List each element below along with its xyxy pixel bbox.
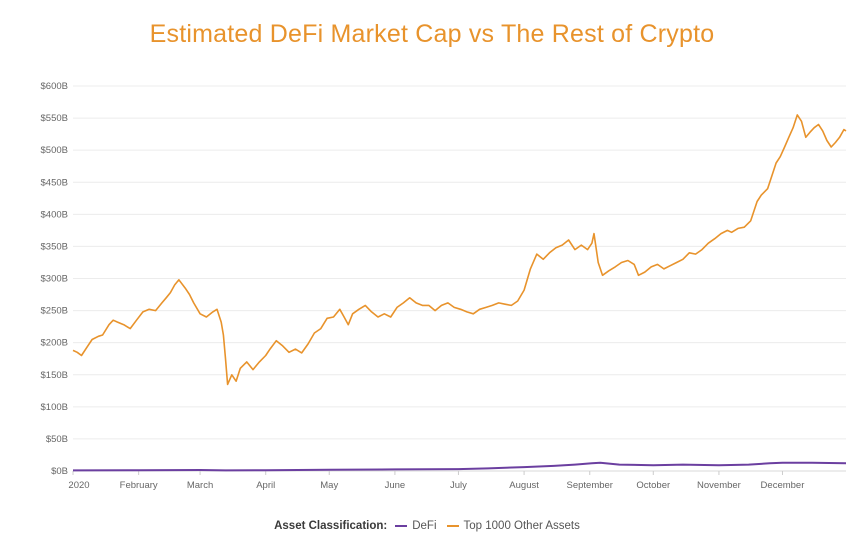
legend-item-other-assets: Top 1000 Other Assets (446, 520, 580, 532)
y-tick-label: $600B (41, 81, 68, 92)
y-axis-ticks: $0B $50B $100B $150B $200B $250B $300B $350B $40… (41, 81, 68, 477)
y-tick-label: $0B (51, 466, 68, 477)
grid-lines (73, 85, 846, 472)
y-tick-label: $450B (41, 177, 68, 188)
y-tick-label: $250B (41, 306, 68, 317)
legend-title: Asset Classification: (274, 520, 388, 532)
chart-title: Estimated DeFi Market Cap vs The Rest of… (149, 20, 715, 48)
legend-swatch-other-assets (446, 525, 459, 527)
x-tick-label: December (761, 480, 805, 491)
y-tick-label: $300B (41, 274, 68, 285)
x-tick-label: April (256, 480, 275, 491)
x-axis-ticks: 2020 February March April May June July August S… (68, 471, 804, 491)
x-tick-label: 2020 (68, 480, 89, 491)
x-tick-label: September (567, 480, 613, 491)
x-tick-label: March (187, 480, 213, 491)
x-tick-label: August (509, 480, 539, 491)
x-tick-label: February (120, 480, 158, 491)
legend-label-defi: DeFi (412, 520, 437, 532)
x-tick-label: June (385, 480, 406, 491)
series-line-other-assets (72, 114, 847, 386)
y-tick-label: $500B (41, 145, 68, 156)
legend: Asset Classification: DeFi Top 1000 Othe… (0, 520, 864, 532)
y-tick-label: $50B (46, 434, 68, 445)
series-line-defi (72, 461, 847, 472)
y-tick-label: $400B (41, 209, 68, 220)
series-lines (72, 114, 847, 472)
y-tick-label: $350B (41, 241, 68, 252)
y-tick-label: $100B (41, 402, 68, 413)
x-tick-label: May (320, 480, 338, 491)
y-tick-label: $150B (41, 370, 68, 381)
legend-item-defi: DeFi (395, 520, 437, 532)
legend-swatch-defi (395, 525, 408, 527)
y-tick-label: $200B (41, 338, 68, 349)
x-tick-label: July (450, 480, 467, 491)
legend-label-other-assets: Top 1000 Other Assets (463, 520, 580, 532)
y-tick-label: $550B (41, 113, 68, 124)
x-tick-label: October (636, 480, 670, 491)
x-tick-label: November (697, 480, 741, 491)
